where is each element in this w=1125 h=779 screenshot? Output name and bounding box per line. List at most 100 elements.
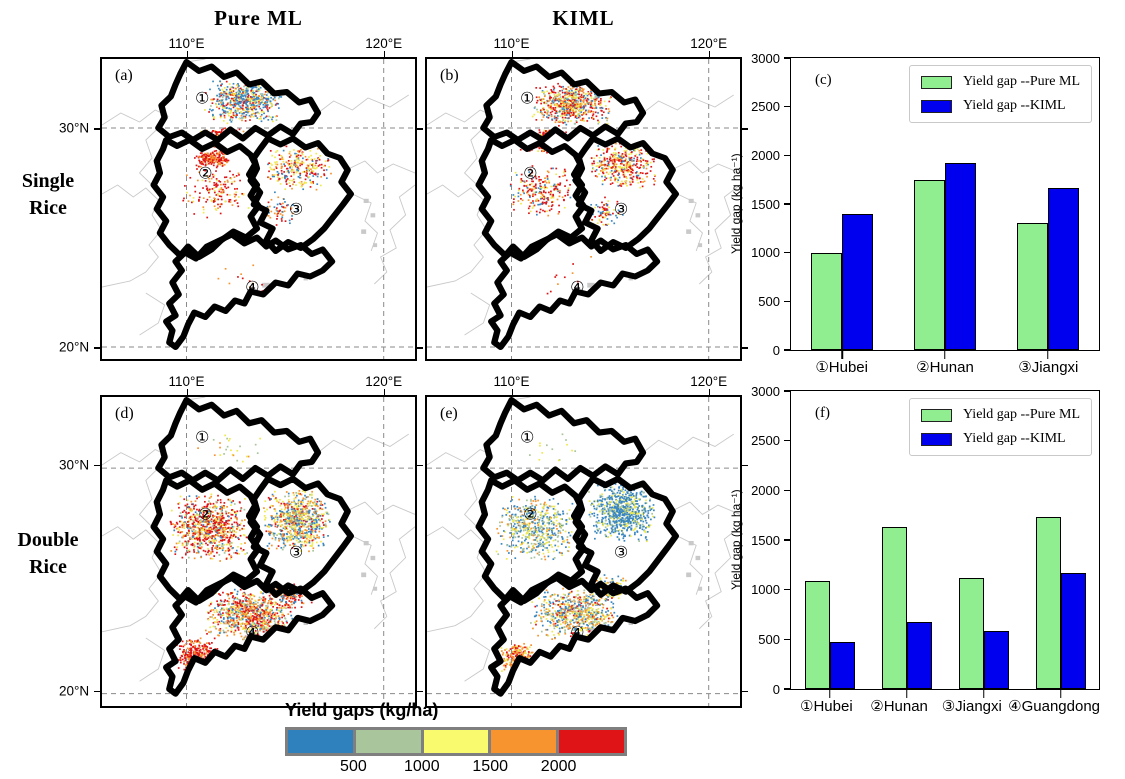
bar-Jiangxi-kiml bbox=[1047, 188, 1079, 350]
lon-tick-label: 120°E bbox=[365, 374, 403, 389]
map-panel-e: ① ② ③ ④ (e) 110°E 120°E bbox=[425, 374, 748, 708]
right-tick-mark bbox=[740, 464, 748, 467]
plot-area: (f) Yield gap --Pure ML Yield gap --KIML … bbox=[751, 384, 1100, 698]
y-tick-label: 500 bbox=[758, 631, 780, 647]
region-marker: ① bbox=[519, 427, 535, 447]
row-label-line: Rice bbox=[29, 197, 67, 219]
lon-tick-label: 110°E bbox=[168, 374, 205, 389]
x-category-label: ③Jiangxi bbox=[1018, 359, 1079, 376]
right-tick-mark bbox=[415, 690, 423, 693]
bar-Hubei-kiml bbox=[842, 213, 874, 350]
right-tick-mark bbox=[740, 347, 748, 349]
y-tick-label: 1000 bbox=[751, 582, 780, 598]
y-tick-label: 0 bbox=[772, 342, 780, 358]
x-category-label: ④Guangdong bbox=[1008, 698, 1101, 715]
legend-label: Yield gap --KIML bbox=[962, 98, 1066, 113]
x-category-label: ①Hubei bbox=[800, 698, 853, 715]
map-svg bbox=[427, 397, 740, 706]
region-marker: ④ bbox=[245, 622, 260, 642]
legend-label: Yield gap --Pure ML bbox=[962, 407, 1080, 422]
region-marker: ② bbox=[198, 504, 213, 524]
right-tick-mark bbox=[415, 464, 423, 467]
bar-group bbox=[881, 391, 932, 698]
region-markers: ① ② ③ ④ bbox=[427, 397, 740, 706]
region-marker: ③ bbox=[613, 199, 629, 219]
legend-entry: Yield gap --KIML bbox=[920, 431, 1080, 447]
bar-group bbox=[804, 391, 855, 698]
row-label-double-rice: Double Rice bbox=[0, 527, 96, 581]
lon-tick-mark bbox=[186, 389, 188, 397]
legend-label: Yield gap --Pure ML bbox=[962, 74, 1080, 89]
lon-tick-label: 120°E bbox=[365, 36, 403, 51]
bar-Hunan-kiml bbox=[944, 163, 976, 350]
y-tick-mark bbox=[784, 688, 791, 690]
map-panel-b: ① ② ③ ④ (b) 110°E 120°E bbox=[425, 36, 748, 361]
y-tick-label: 0 bbox=[772, 681, 780, 697]
colorbar-segment bbox=[559, 730, 624, 753]
bar-group bbox=[913, 58, 976, 359]
lat-tick-mark bbox=[94, 690, 102, 693]
region-marker: ① bbox=[194, 88, 210, 108]
colorbar-tick-label: 1500 bbox=[472, 758, 508, 775]
colorbar bbox=[285, 727, 627, 756]
map-panel-d: ① ② ③ ④ (d) 110°E 120°E 30°N 20°N bbox=[59, 374, 423, 708]
x-category-label: ②Hunan bbox=[870, 698, 928, 715]
lon-tick-mark bbox=[708, 389, 711, 397]
y-tick-mark bbox=[784, 489, 791, 492]
x-tick-mark bbox=[1059, 689, 1062, 698]
x-axis-labels: ①Hubei ②Hunan ③Jiangxi ④Guangdong bbox=[790, 690, 1100, 715]
colorbar-segment bbox=[423, 730, 489, 753]
bar-Hubei-pure-ml bbox=[811, 252, 843, 350]
lat-tick-mark bbox=[94, 464, 102, 467]
region-marker: ② bbox=[523, 163, 538, 183]
bar-Jiangxi-kiml bbox=[983, 631, 1009, 689]
x-category-label: ②Hunan bbox=[916, 359, 974, 376]
bar-group bbox=[1035, 391, 1086, 698]
y-tick-label: 1000 bbox=[751, 245, 780, 261]
row-label-single-rice: Single Rice bbox=[0, 168, 96, 222]
y-tick-label: 500 bbox=[758, 293, 780, 309]
lon-tick-mark bbox=[511, 389, 513, 397]
y-tick-label: 1500 bbox=[751, 196, 780, 212]
region-marker: ① bbox=[519, 88, 535, 108]
chart-legend: Yield gap --Pure ML Yield gap --KIML bbox=[908, 65, 1092, 123]
row-label-line: Double bbox=[17, 529, 79, 551]
lon-tick-mark bbox=[383, 389, 386, 397]
y-tick-mark bbox=[784, 638, 791, 641]
lat-tick-label: 30°N bbox=[59, 120, 90, 136]
region-marker: ④ bbox=[570, 277, 585, 297]
colorbar-tick-label: 1000 bbox=[404, 758, 440, 775]
lon-tick-label: 120°E bbox=[690, 36, 728, 51]
panel-letter: (b) bbox=[440, 67, 459, 84]
region-marker: ④ bbox=[570, 622, 585, 642]
right-tick-mark bbox=[415, 347, 423, 349]
region-marker: ④ bbox=[245, 277, 260, 297]
colorbar-tick-label: 500 bbox=[340, 758, 367, 775]
y-tick-label: 2000 bbox=[751, 147, 780, 163]
lon-tick-label: 120°E bbox=[690, 374, 728, 389]
bar-Guangdong-kiml bbox=[1060, 572, 1086, 689]
region-marker: ② bbox=[198, 163, 213, 183]
bar-groups bbox=[791, 391, 1099, 698]
region-marker: ③ bbox=[288, 542, 304, 561]
bar-group bbox=[958, 391, 1009, 698]
right-tick-mark bbox=[740, 128, 748, 130]
legend-swatch bbox=[920, 432, 952, 446]
colorbar-segment bbox=[355, 730, 421, 753]
y-tick-mark bbox=[784, 203, 791, 205]
lat-tick-label: 20°N bbox=[59, 683, 90, 699]
panel-letter: (e) bbox=[440, 405, 458, 422]
x-tick-mark bbox=[1046, 350, 1049, 359]
bar-Hunan-pure-ml bbox=[913, 179, 945, 350]
bar-Jiangxi-pure-ml bbox=[958, 577, 984, 689]
lon-tick-mark bbox=[383, 51, 386, 59]
region-markers: ① ② ③ ④ bbox=[102, 397, 415, 706]
x-tick-mark bbox=[828, 689, 831, 698]
map-svg bbox=[102, 59, 415, 359]
y-tick-label: 2000 bbox=[751, 482, 780, 498]
region-marker: ② bbox=[523, 504, 538, 524]
lon-tick-mark bbox=[708, 51, 711, 59]
lon-tick-mark bbox=[186, 51, 188, 59]
column-title-kiml: KIML bbox=[552, 6, 615, 30]
legend-entry: Yield gap --KIML bbox=[920, 98, 1080, 114]
